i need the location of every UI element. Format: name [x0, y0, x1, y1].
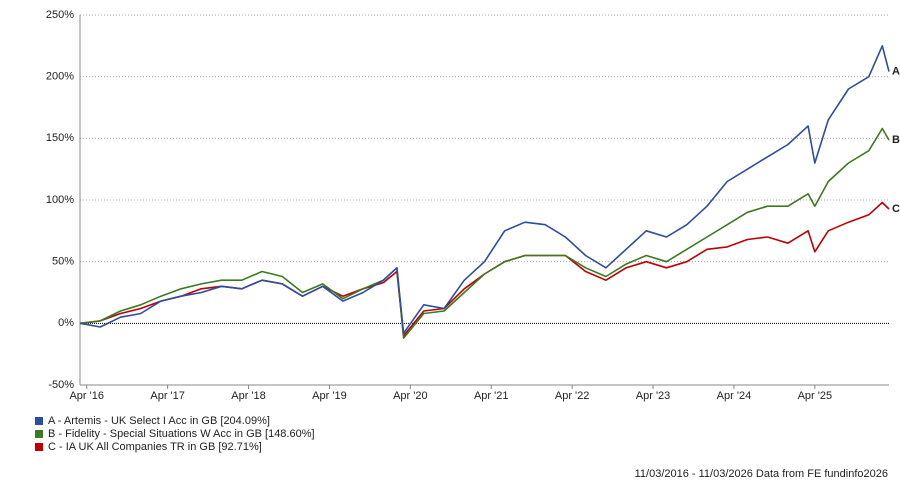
- y-tick-label: 200%: [46, 71, 74, 83]
- end-label: B: [892, 134, 900, 146]
- series-line: [79, 201, 890, 337]
- x-tick-label: Apr '25: [798, 390, 833, 402]
- x-tick-label: Apr '21: [474, 390, 509, 402]
- y-tick-label: -50%: [48, 379, 74, 391]
- x-tick-label: Apr '23: [636, 390, 671, 402]
- legend-label: A - Artemis - UK Select I Acc in GB [204…: [48, 415, 270, 427]
- x-tick-label: Apr '20: [393, 390, 428, 402]
- y-tick-label: 0%: [58, 317, 74, 329]
- y-tick-label: 100%: [46, 194, 74, 206]
- legend-swatch: [35, 430, 43, 438]
- legend-label: C - IA UK All Companies TR in GB [92.71%…: [48, 441, 262, 453]
- legend-label: B - Fidelity - Special Situations W Acc …: [48, 428, 315, 440]
- x-tick-label: Apr '19: [312, 390, 347, 402]
- series-line: [79, 45, 890, 334]
- x-tick-label: Apr '22: [555, 390, 590, 402]
- x-tick-label: Apr '24: [717, 390, 752, 402]
- series-line: [79, 127, 890, 339]
- x-tick-label: Apr '18: [231, 390, 266, 402]
- end-label: A: [892, 66, 900, 78]
- y-tick-label: 250%: [46, 9, 74, 21]
- legend-swatch: [35, 443, 43, 451]
- footer: 11/03/2016 - 11/03/2026 Data from FE fun…: [635, 468, 888, 480]
- x-tick-label: Apr '16: [69, 390, 104, 402]
- legend-swatch: [35, 417, 43, 425]
- end-label: C: [892, 203, 900, 215]
- x-tick-label: Apr '17: [150, 390, 185, 402]
- y-tick-label: 50%: [52, 256, 74, 268]
- y-tick-label: 150%: [46, 132, 74, 144]
